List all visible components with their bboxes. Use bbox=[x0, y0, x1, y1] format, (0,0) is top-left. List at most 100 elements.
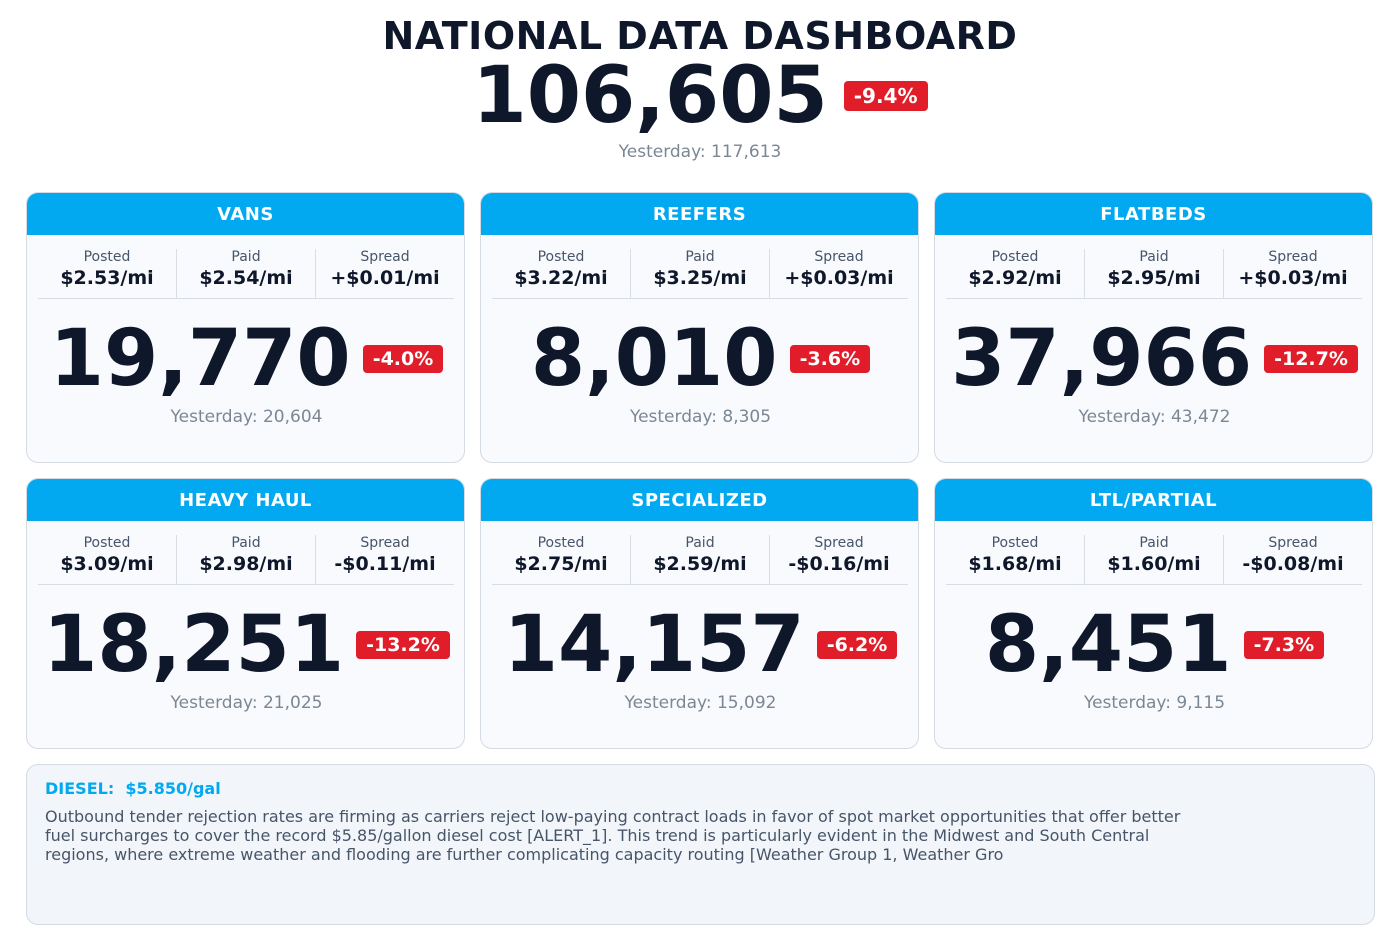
count-row: 8,451 -7.3% bbox=[935, 600, 1372, 690]
paid-metric: Paid $2.54/mi bbox=[176, 249, 315, 298]
load-count: 18,251 bbox=[43, 600, 345, 690]
posted-label: Posted bbox=[83, 535, 131, 551]
count-row: 18,251 -13.2% bbox=[27, 600, 464, 690]
posted-metric: Posted $2.92/mi bbox=[946, 249, 1084, 298]
paid-metric: Paid $2.95/mi bbox=[1084, 249, 1223, 298]
change-badge: -3.6% bbox=[789, 345, 871, 373]
card-reefers: REEFERS Posted $3.22/mi Paid $3.25/mi Sp… bbox=[480, 192, 919, 463]
spread-label: Spread bbox=[814, 249, 864, 265]
spread-metric: Spread +$0.01/mi bbox=[315, 249, 454, 298]
load-count: 19,770 bbox=[49, 314, 351, 404]
card-flatbeds: FLATBEDS Posted $2.92/mi Paid $2.95/mi S… bbox=[934, 192, 1373, 463]
diesel-price: DIESEL: $5.850/gal bbox=[45, 779, 221, 798]
rate-metrics: Posted $1.68/mi Paid $1.60/mi Spread -$0… bbox=[946, 535, 1362, 585]
paid-label: Paid bbox=[231, 535, 261, 551]
national-total-count: 106,605 bbox=[472, 51, 828, 141]
change-badge: -12.7% bbox=[1264, 345, 1358, 373]
paid-metric: Paid $2.98/mi bbox=[176, 535, 315, 584]
posted-metric: Posted $3.22/mi bbox=[492, 249, 630, 298]
spread-metric: Spread -$0.11/mi bbox=[315, 535, 454, 584]
posted-value: $2.53/mi bbox=[60, 267, 154, 289]
page-title: NATIONAL DATA DASHBOARD bbox=[382, 14, 1018, 58]
rate-metrics: Posted $2.75/mi Paid $2.59/mi Spread -$0… bbox=[492, 535, 908, 585]
national-change-badge: -9.4% bbox=[843, 81, 928, 111]
paid-label: Paid bbox=[685, 249, 715, 265]
paid-value: $2.54/mi bbox=[199, 267, 293, 289]
card-title: VANS bbox=[27, 193, 464, 235]
posted-value: $3.22/mi bbox=[514, 267, 608, 289]
paid-label: Paid bbox=[1139, 249, 1169, 265]
spread-value: -$0.16/mi bbox=[788, 553, 890, 575]
spread-value: +$0.03/mi bbox=[784, 267, 894, 289]
posted-label: Posted bbox=[991, 249, 1039, 265]
national-total-row: 106,605 -9.4% bbox=[0, 54, 1400, 138]
paid-value: $2.98/mi bbox=[199, 553, 293, 575]
posted-metric: Posted $1.68/mi bbox=[946, 535, 1084, 584]
yesterday-count: Yesterday: 15,092 bbox=[624, 693, 777, 713]
card-ltl-partial: LTL/PARTIAL Posted $1.68/mi Paid $1.60/m… bbox=[934, 478, 1373, 749]
spread-label: Spread bbox=[1268, 535, 1318, 551]
count-row: 8,010 -3.6% bbox=[481, 314, 918, 404]
market-commentary: Outbound tender rejection rates are firm… bbox=[45, 807, 1181, 864]
change-badge: -4.0% bbox=[362, 345, 444, 373]
card-specialized: SPECIALIZED Posted $2.75/mi Paid $2.59/m… bbox=[480, 478, 919, 749]
load-count: 8,010 bbox=[530, 314, 778, 404]
spread-value: +$0.03/mi bbox=[1238, 267, 1348, 289]
spread-label: Spread bbox=[360, 535, 410, 551]
paid-value: $1.60/mi bbox=[1107, 553, 1201, 575]
yesterday-count: Yesterday: 20,604 bbox=[170, 407, 323, 427]
count-row: 19,770 -4.0% bbox=[27, 314, 464, 404]
posted-value: $3.09/mi bbox=[60, 553, 154, 575]
card-title: REEFERS bbox=[481, 193, 918, 235]
posted-label: Posted bbox=[991, 535, 1039, 551]
spread-label: Spread bbox=[814, 535, 864, 551]
card-title: FLATBEDS bbox=[935, 193, 1372, 235]
yesterday-count: Yesterday: 43,472 bbox=[1078, 407, 1231, 427]
card-title: SPECIALIZED bbox=[481, 479, 918, 521]
count-row: 37,966 -12.7% bbox=[935, 314, 1372, 404]
paid-value: $3.25/mi bbox=[653, 267, 747, 289]
card-heavy-haul: HEAVY HAUL Posted $3.09/mi Paid $2.98/mi… bbox=[26, 478, 465, 749]
paid-metric: Paid $2.59/mi bbox=[630, 535, 769, 584]
posted-value: $2.92/mi bbox=[968, 267, 1062, 289]
count-row: 14,157 -6.2% bbox=[481, 600, 918, 690]
card-vans: VANS Posted $2.53/mi Paid $2.54/mi Sprea… bbox=[26, 192, 465, 463]
card-title: LTL/PARTIAL bbox=[935, 479, 1372, 521]
spread-metric: Spread +$0.03/mi bbox=[1223, 249, 1362, 298]
posted-metric: Posted $2.53/mi bbox=[38, 249, 176, 298]
spread-value: +$0.01/mi bbox=[330, 267, 440, 289]
posted-label: Posted bbox=[537, 249, 585, 265]
paid-metric: Paid $3.25/mi bbox=[630, 249, 769, 298]
rate-metrics: Posted $3.22/mi Paid $3.25/mi Spread +$0… bbox=[492, 249, 908, 299]
posted-label: Posted bbox=[537, 535, 585, 551]
yesterday-count: Yesterday: 9,115 bbox=[1083, 693, 1226, 713]
posted-value: $1.68/mi bbox=[968, 553, 1062, 575]
posted-label: Posted bbox=[83, 249, 131, 265]
rate-metrics: Posted $2.92/mi Paid $2.95/mi Spread +$0… bbox=[946, 249, 1362, 299]
spread-metric: Spread +$0.03/mi bbox=[769, 249, 908, 298]
yesterday-count: Yesterday: 21,025 bbox=[170, 693, 323, 713]
posted-value: $2.75/mi bbox=[514, 553, 608, 575]
posted-metric: Posted $3.09/mi bbox=[38, 535, 176, 584]
diesel-panel: DIESEL: $5.850/gal Outbound tender rejec… bbox=[26, 764, 1375, 925]
rate-metrics: Posted $3.09/mi Paid $2.98/mi Spread -$0… bbox=[38, 535, 454, 585]
national-yesterday: Yesterday: 117,613 bbox=[618, 142, 782, 162]
spread-label: Spread bbox=[360, 249, 410, 265]
spread-value: -$0.11/mi bbox=[334, 553, 436, 575]
paid-label: Paid bbox=[1139, 535, 1169, 551]
paid-label: Paid bbox=[685, 535, 715, 551]
rate-metrics: Posted $2.53/mi Paid $2.54/mi Spread +$0… bbox=[38, 249, 454, 299]
load-count: 8,451 bbox=[984, 600, 1232, 690]
load-count: 14,157 bbox=[503, 600, 805, 690]
card-title: HEAVY HAUL bbox=[27, 479, 464, 521]
paid-metric: Paid $1.60/mi bbox=[1084, 535, 1223, 584]
load-count: 37,966 bbox=[951, 314, 1253, 404]
spread-label: Spread bbox=[1268, 249, 1318, 265]
spread-metric: Spread -$0.16/mi bbox=[769, 535, 908, 584]
spread-metric: Spread -$0.08/mi bbox=[1223, 535, 1362, 584]
yesterday-count: Yesterday: 8,305 bbox=[629, 407, 772, 427]
paid-label: Paid bbox=[231, 249, 261, 265]
paid-value: $2.95/mi bbox=[1107, 267, 1201, 289]
change-badge: -7.3% bbox=[1243, 631, 1325, 659]
change-badge: -13.2% bbox=[356, 631, 450, 659]
